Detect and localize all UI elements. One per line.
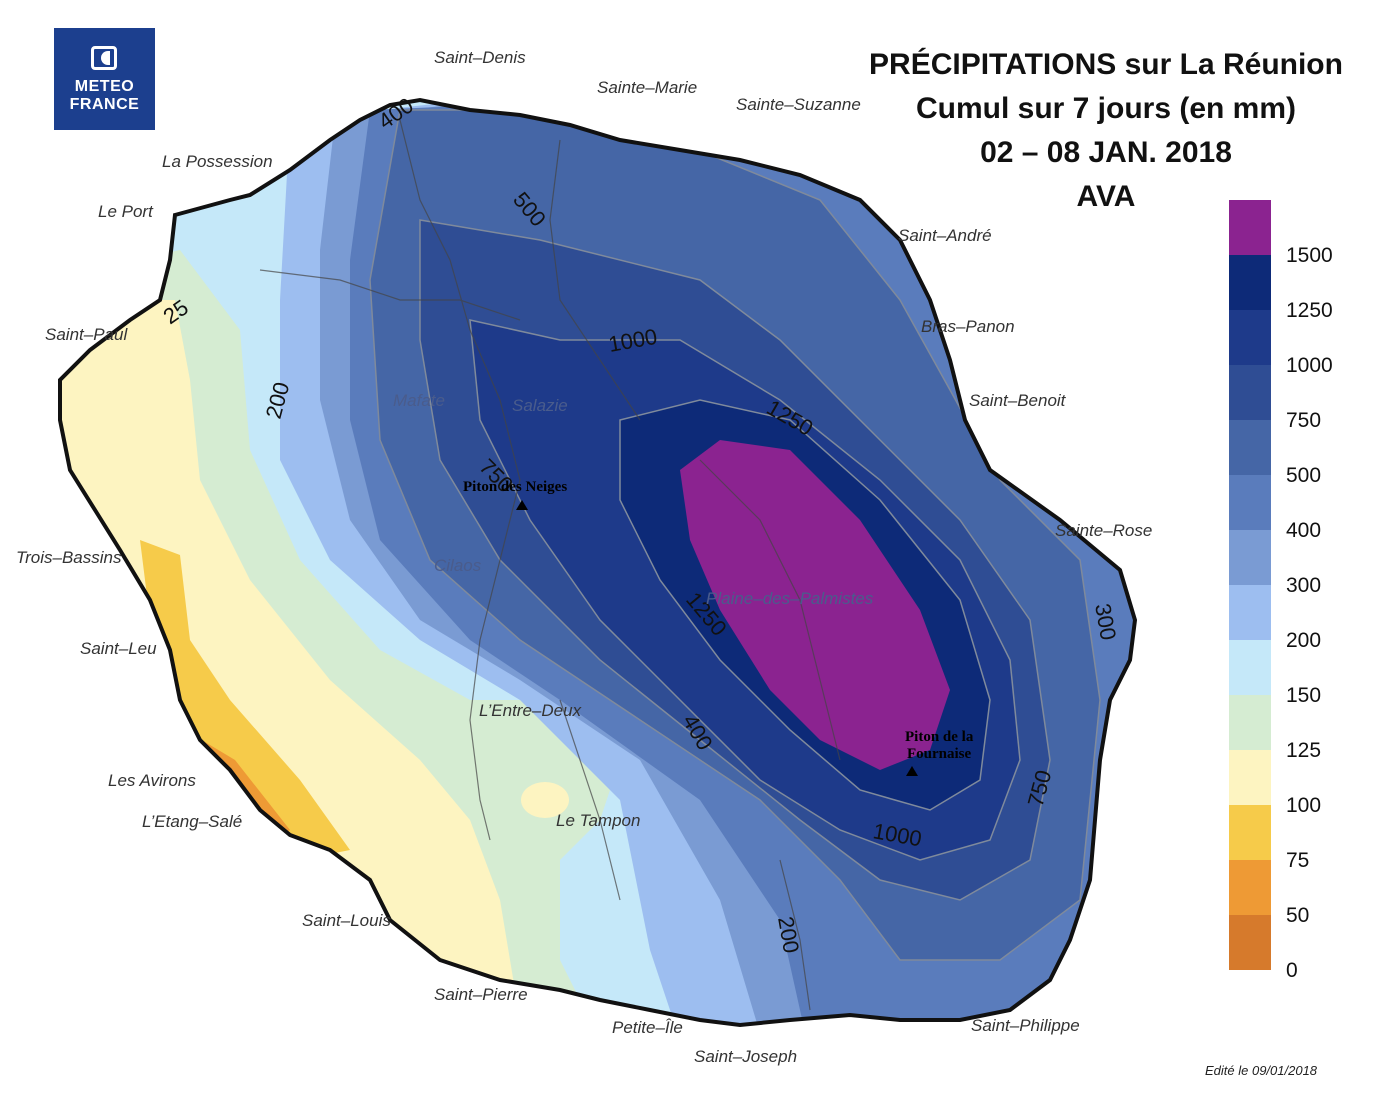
colorbar-swatch (1229, 805, 1271, 860)
town-saint-pierre: Saint–Pierre (434, 985, 528, 1004)
town-saint-louis: Saint–Louis (302, 911, 391, 930)
town-saint-joseph: Saint–Joseph (694, 1047, 797, 1066)
town-labels: Saint–Denis Sainte–Marie Sainte–Suzanne … (16, 48, 1152, 1066)
town-saint-denis: Saint–Denis (434, 48, 526, 67)
peak-piton-des-neiges-label: Piton des Neiges (463, 479, 567, 495)
contour-lines (369, 109, 1101, 961)
colorbar-swatch (1229, 530, 1271, 585)
town-bras-panon: Bras–Panon (921, 317, 1015, 336)
logo-line2: FRANCE (69, 96, 140, 113)
river-network (259, 119, 841, 1011)
meteo-france-logo: METEO FRANCE (54, 28, 155, 130)
colorbar: 1500125010007505004003002001501251007550… (1229, 200, 1333, 982)
title-line4: AVA (1076, 180, 1136, 213)
town-les-avirons: Les Avirons (108, 771, 196, 790)
colorbar-swatch (1229, 640, 1271, 695)
title-line3: 02 – 08 JAN. 2018 (980, 136, 1232, 169)
area-mafate: Mafate (393, 391, 445, 410)
colorbar-tick-label: 0 (1286, 959, 1298, 982)
colorbar-swatch (1229, 200, 1271, 255)
colorbar-tick-label: 200 (1286, 629, 1321, 652)
area-le-tampon: Le Tampon (556, 811, 640, 830)
colorbar-tick-label: 400 (1286, 519, 1321, 542)
colorbar-swatch (1229, 585, 1271, 640)
title-line1: PRÉCIPITATIONS sur La Réunion (869, 48, 1343, 81)
colorbar-tick-label: 125 (1286, 739, 1321, 762)
town-saint-philippe: Saint–Philippe (971, 1016, 1080, 1035)
edited-date: Edité le 09/01/2018 (1205, 1063, 1318, 1078)
triangle-marker-icon (906, 766, 918, 776)
town-saint-leu: Saint–Leu (80, 639, 157, 658)
colorbar-tick-label: 50 (1286, 904, 1309, 927)
colorbar-tick-label: 1250 (1286, 299, 1333, 322)
colorbar-swatch (1229, 750, 1271, 805)
town-sainte-suzanne: Sainte–Suzanne (736, 95, 861, 114)
town-saint-paul: Saint–Paul (45, 325, 128, 344)
area-salazie: Salazie (512, 396, 568, 415)
title-line2: Cumul sur 7 jours (en mm) (915, 92, 1297, 125)
colorbar-tick-label: 1500 (1286, 244, 1333, 267)
town-le-port: Le Port (98, 202, 154, 221)
peak-fournaise-label-2: Fournaise (907, 746, 972, 762)
town-saint-andre: Saint–André (898, 226, 992, 245)
colorbar-swatch (1229, 365, 1271, 420)
colorbar-swatch (1229, 255, 1271, 310)
colorbar-tick-label: 150 (1286, 684, 1321, 707)
area-cilaos: Cilaos (434, 556, 482, 575)
colorbar-swatch (1229, 420, 1271, 475)
town-sainte-marie: Sainte–Marie (597, 78, 697, 97)
peak-markers: Piton des Neiges Piton de la Fournaise (463, 479, 974, 776)
town-etang-sale: L’Etang–Salé (142, 812, 242, 831)
peak-fournaise-label-1: Piton de la (905, 729, 974, 745)
town-sainte-rose: Sainte–Rose (1055, 521, 1152, 540)
colorbar-tick-label: 500 (1286, 464, 1321, 487)
colorbar-swatch (1229, 860, 1271, 915)
area-entre-deux: L’Entre–Deux (479, 701, 582, 720)
colorbar-tick-label: 1000 (1286, 354, 1333, 377)
colorbar-tick-label: 100 (1286, 794, 1321, 817)
triangle-marker-icon (516, 500, 528, 510)
colorbar-tick-label: 300 (1286, 574, 1321, 597)
town-petite-ile: Petite–Île (612, 1018, 683, 1037)
town-trois-bassins: Trois–Bassins (16, 548, 122, 567)
meteo-france-mark-icon (91, 46, 117, 70)
inland-labels: Mafate Salazie Cilaos Plaine–des–Palmist… (393, 391, 874, 830)
town-saint-benoit: Saint–Benoit (969, 391, 1067, 410)
colorbar-swatch (1229, 310, 1271, 365)
logo-line1: METEO (74, 78, 135, 95)
colorbar-swatch (1229, 915, 1271, 970)
colorbar-swatch (1229, 695, 1271, 750)
town-la-possession: La Possession (162, 152, 273, 171)
area-plaine-des-palmistes: Plaine–des–Palmistes (706, 589, 874, 608)
colorbar-tick-label: 75 (1286, 849, 1309, 872)
island-coastline (58, 97, 1138, 1028)
colorbar-tick-label: 750 (1286, 409, 1321, 432)
colorbar-swatch (1229, 475, 1271, 530)
